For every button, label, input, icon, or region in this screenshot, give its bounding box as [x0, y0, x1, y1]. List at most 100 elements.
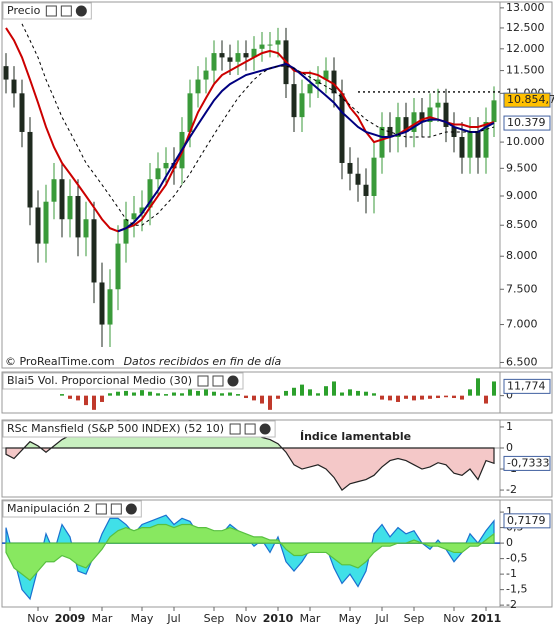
- y-tick-label: 1: [506, 505, 513, 518]
- candle-body: [19, 93, 25, 132]
- bar: [388, 395, 392, 401]
- bar: [484, 395, 488, 404]
- candle-body: [331, 70, 337, 94]
- bar: [228, 392, 232, 396]
- candle-body: [67, 195, 73, 220]
- last-value-label: 11,774: [507, 379, 546, 392]
- candle-body: [11, 79, 17, 94]
- candle-body: [259, 44, 265, 49]
- x-tick-label: 2011: [471, 612, 502, 625]
- x-tick-label: 2009: [55, 612, 86, 625]
- candle-body: [451, 126, 457, 137]
- bar: [108, 393, 112, 396]
- candle-body: [371, 157, 377, 196]
- annotation: Índice lamentable: [300, 430, 411, 443]
- bar: [292, 387, 296, 396]
- bar: [404, 395, 408, 399]
- bar: [372, 393, 376, 396]
- x-tick-label: Nov: [27, 612, 49, 625]
- bar: [428, 395, 432, 399]
- icon-window: [244, 423, 256, 435]
- candle-body: [483, 122, 489, 158]
- candle-body: [387, 126, 393, 137]
- last-value-label: 10.854,7: [507, 93, 554, 106]
- y-tick-label: 10.000: [506, 135, 545, 148]
- x-tick-label: 2010: [263, 612, 294, 625]
- candle-body: [363, 184, 369, 196]
- bar: [140, 390, 144, 396]
- candle-body: [99, 282, 105, 325]
- candle-body: [443, 102, 449, 127]
- panel-title: Precio: [7, 4, 41, 17]
- candle-body: [51, 179, 57, 202]
- credit: © ProRealTime.com: [5, 355, 115, 368]
- candle-body: [291, 84, 297, 118]
- last-value-label: 0,7179: [507, 514, 546, 527]
- y-tick-label: 7.000: [506, 318, 538, 331]
- panel-header: Precio: [2, 2, 92, 20]
- candle-body: [107, 289, 113, 325]
- candle-body: [235, 53, 241, 62]
- candle-body: [251, 48, 257, 58]
- y-tick-label: -1: [506, 567, 517, 580]
- candle-body: [403, 117, 409, 132]
- bar: [252, 395, 256, 401]
- candle-body: [195, 79, 201, 94]
- y-tick-label: 0: [506, 389, 513, 402]
- candle-body: [219, 53, 225, 58]
- panel-frame: [1, 419, 553, 498]
- y-tick-label: 8.000: [506, 249, 538, 262]
- moving-average: [5, 27, 495, 233]
- y-tick-label: 12.500: [506, 21, 545, 34]
- bar: [236, 394, 240, 396]
- moving-average: [117, 62, 495, 233]
- bar: [492, 381, 496, 396]
- candle-body: [187, 93, 193, 132]
- bar: [476, 378, 480, 396]
- header-box: [2, 372, 244, 390]
- y-tick-label: 11.500: [506, 64, 545, 77]
- candle-body: [419, 112, 425, 123]
- y-tick-label: 9.000: [506, 189, 538, 202]
- candle-body: [155, 168, 161, 180]
- icon-close: [259, 423, 271, 435]
- candle-body: [163, 162, 169, 169]
- x-tick-label: Sep: [404, 612, 425, 625]
- bar: [180, 393, 184, 396]
- candle-body: [83, 219, 89, 238]
- y-tick-label: 0: [506, 441, 513, 454]
- bar: [444, 395, 448, 398]
- panel-frame: [1, 499, 553, 608]
- candle-body: [123, 219, 129, 244]
- bar: [116, 391, 120, 396]
- candle-body: [411, 112, 417, 132]
- panel-title: RSc Mansfield (S&P 500 INDEX) (52 10): [7, 422, 224, 435]
- candle-body: [171, 162, 177, 169]
- candle-body: [227, 57, 233, 62]
- last-value-label: 10.379: [507, 116, 546, 129]
- candle-body: [459, 136, 465, 158]
- bar: [452, 395, 456, 399]
- bar: [380, 395, 384, 400]
- candle-body: [91, 219, 97, 283]
- y-tick-label: 13.000: [506, 1, 545, 14]
- last-value-box: [503, 513, 551, 529]
- candle-body: [467, 131, 473, 158]
- last-value-box: [503, 92, 551, 108]
- bar: [188, 389, 192, 396]
- candle-body: [475, 131, 481, 158]
- y-tick-label: -2: [506, 483, 517, 496]
- bar: [84, 395, 88, 406]
- last-value-label: -0,7333: [507, 456, 549, 469]
- bar: [436, 395, 440, 399]
- candle-body: [299, 93, 305, 118]
- candle-body: [35, 207, 41, 244]
- y-tick-label: -0,5: [506, 552, 527, 565]
- x-tick-label: Mar: [300, 612, 321, 625]
- icon-window: [110, 503, 122, 515]
- bar: [220, 393, 224, 396]
- candle-body: [3, 66, 9, 80]
- candle-body: [355, 173, 361, 185]
